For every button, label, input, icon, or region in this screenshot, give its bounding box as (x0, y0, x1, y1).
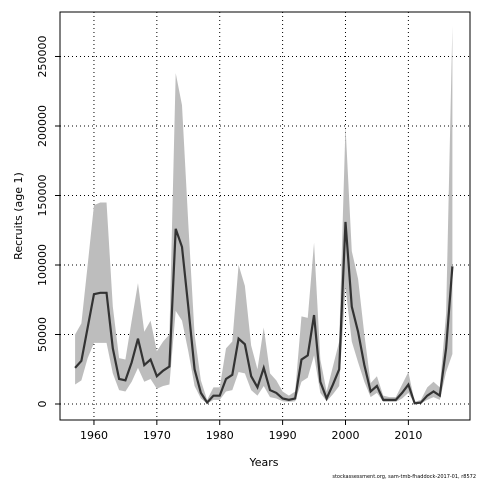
plot-frame (59, 11, 471, 421)
y-tick-label: 0 (36, 401, 49, 408)
x-axis-label: Years (248, 456, 278, 469)
x-tick-label: 2000 (331, 429, 359, 442)
x-tick-label: 1970 (143, 429, 171, 442)
y-tick-label: 50000 (36, 317, 49, 352)
estimate-line (74, 221, 454, 405)
y-axis-label: Recruits (age 1) (12, 172, 25, 260)
y-tick-label: 100000 (36, 244, 49, 286)
y-tick-label: 150000 (36, 174, 49, 216)
x-tick-label: 1980 (206, 429, 234, 442)
confidence-band (75, 25, 453, 404)
x-tick-label: 1960 (80, 429, 108, 442)
footnote: stockassessment.org, sam-tmb-fhaddock-20… (332, 474, 476, 480)
y-tick-label: 250000 (36, 35, 49, 77)
y-tick-label: 200000 (36, 105, 49, 147)
x-tick-label: 1990 (269, 429, 297, 442)
x-tick-label: 2010 (394, 429, 422, 442)
